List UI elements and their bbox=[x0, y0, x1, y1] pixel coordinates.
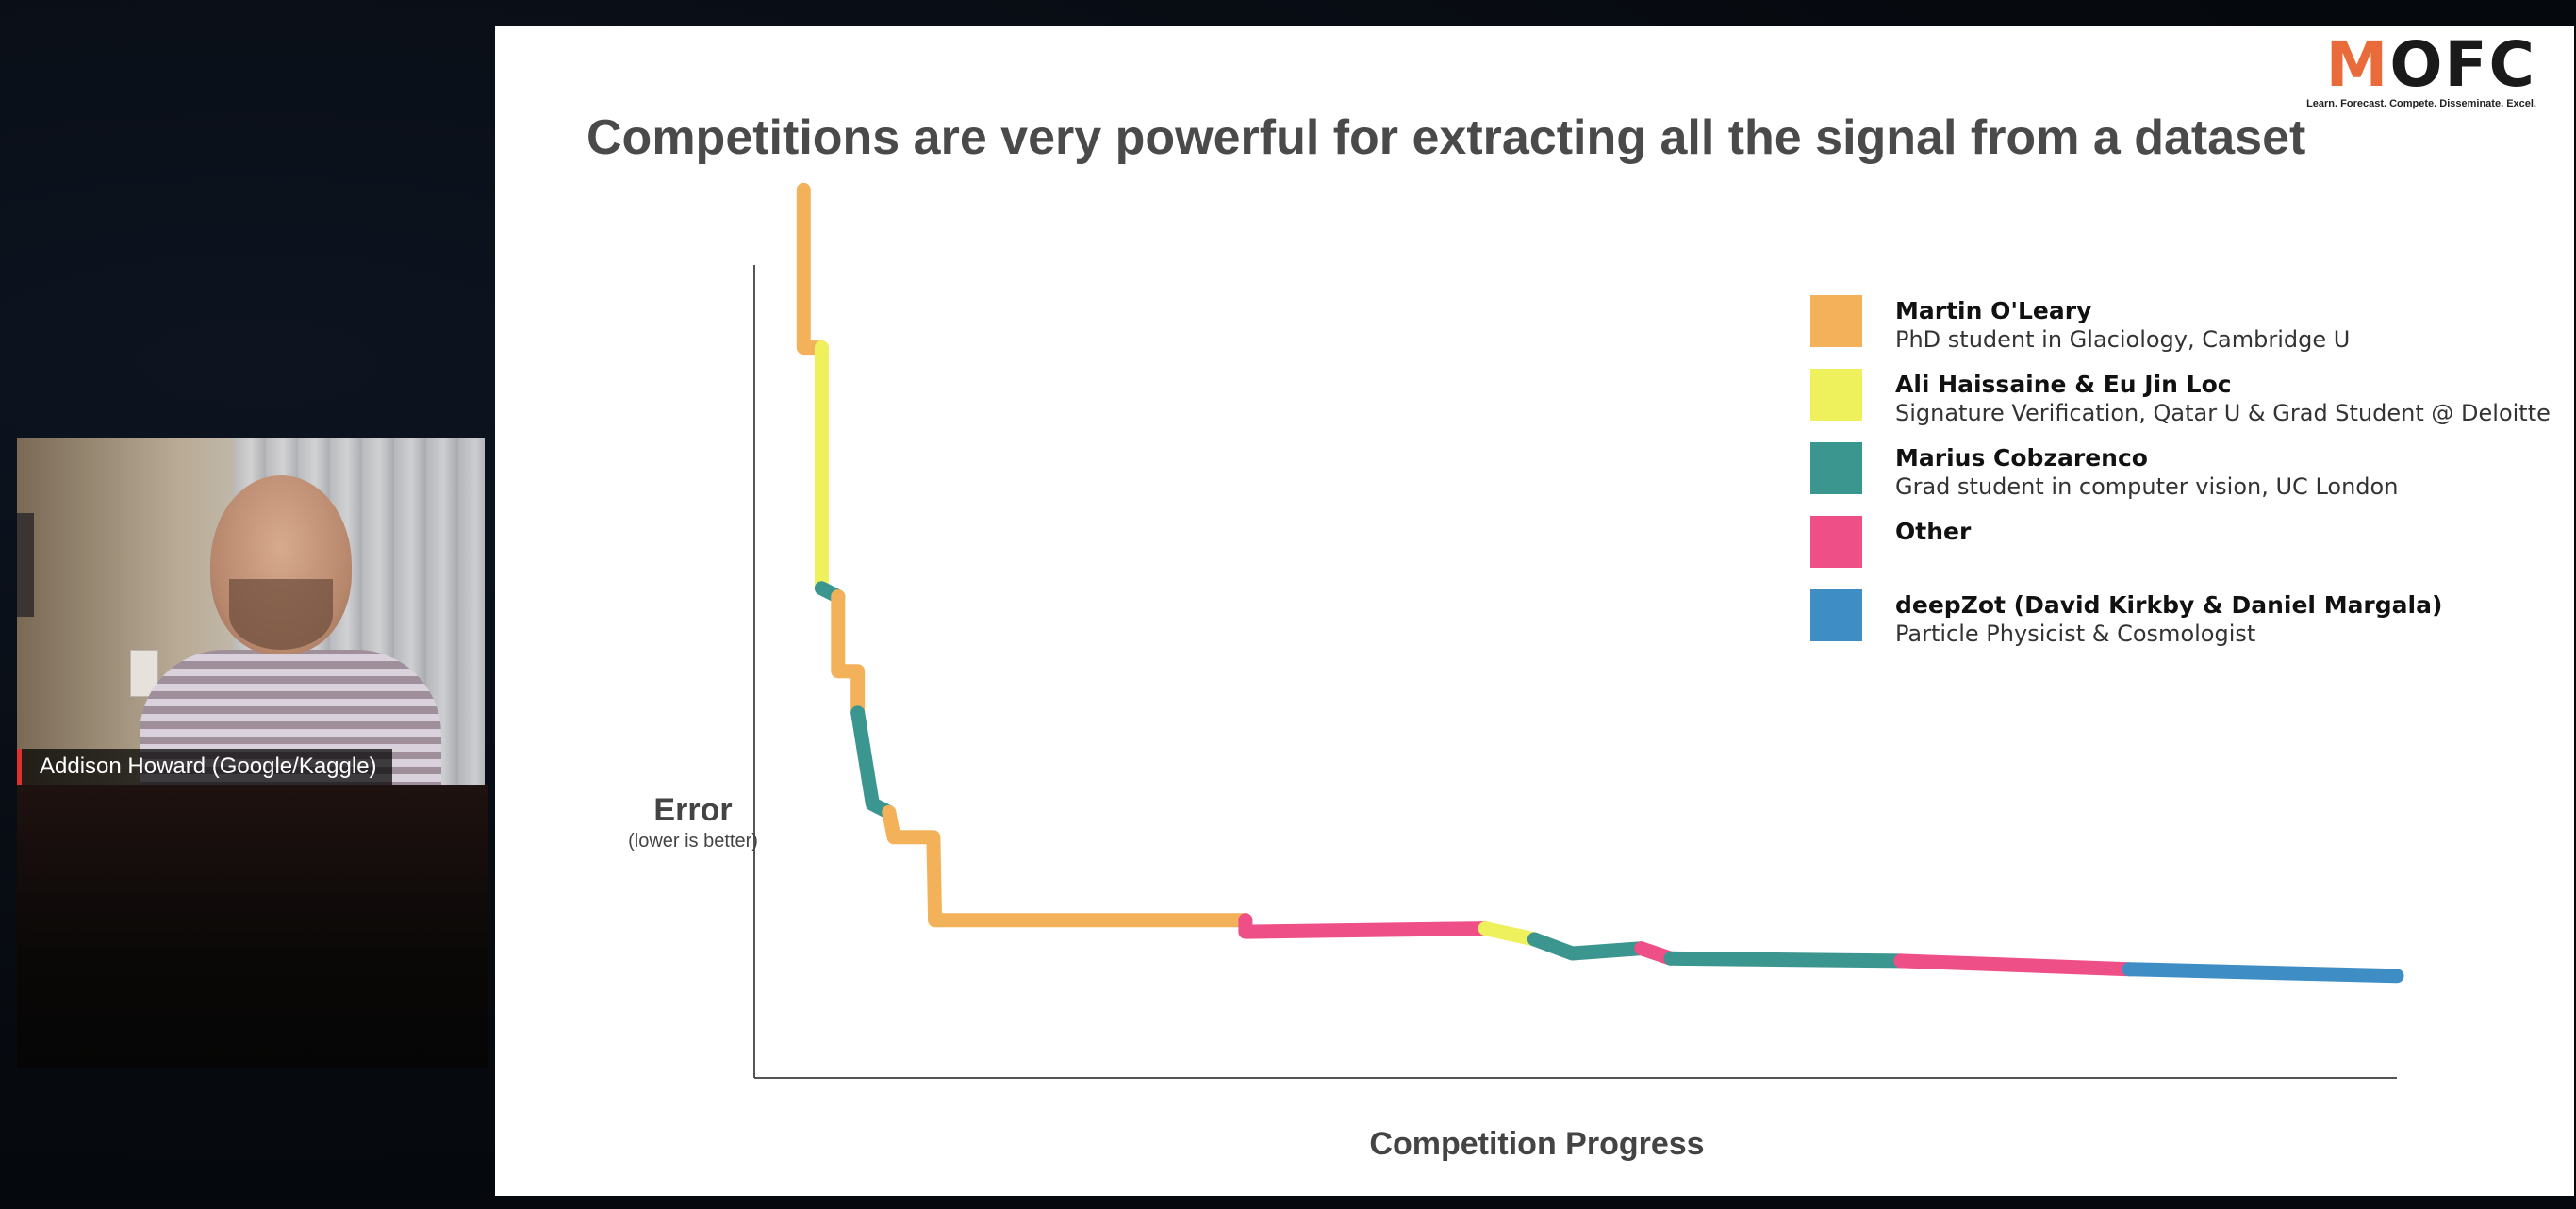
slide-title: Competitions are very powerful for extra… bbox=[586, 110, 2306, 165]
legend-name: Martin O'Leary bbox=[1895, 297, 2092, 324]
leader-segment bbox=[2122, 962, 2404, 984]
legend-name: deepZot (David Kirkby & Daniel Margala) bbox=[1895, 591, 2443, 619]
presentation-slide: MOFC Learn. Forecast. Compete. Dissemina… bbox=[495, 26, 2574, 1196]
brand-tagline: Learn. Forecast. Compete. Disseminate. E… bbox=[2306, 98, 2536, 109]
legend-desc: PhD student in Glaciology, Cambridge U bbox=[1895, 326, 2351, 353]
y-axis-sublabel: (lower is better) bbox=[628, 831, 758, 852]
brand-logo: MOFC Learn. Forecast. Compete. Dissemina… bbox=[2291, 28, 2536, 110]
legend-desc: Particle Physicist & Cosmologist bbox=[1895, 621, 2256, 647]
chart-legend: Martin O'Leary PhD student in Glaciology… bbox=[1810, 295, 2565, 663]
leader-segment bbox=[1893, 953, 2137, 977]
webcam-tile[interactable]: Addison Howard (Google/Kaggle) bbox=[17, 438, 485, 785]
legend-name: Other bbox=[1895, 518, 1972, 545]
legend-swatch bbox=[1810, 442, 1862, 494]
legend-swatch bbox=[1810, 589, 1862, 641]
legend-item: Ali Haissaine & Eu Jin Loc Signature Ver… bbox=[1810, 369, 2565, 442]
legend-name: Ali Haissaine & Eu Jin Loc bbox=[1895, 371, 2232, 398]
legend-item: Martin O'Leary PhD student in Glaciology… bbox=[1810, 295, 2565, 369]
x-axis-label: Competition Progress bbox=[1369, 1126, 1705, 1162]
legend-swatch bbox=[1810, 369, 1862, 421]
wall-picture-frame bbox=[17, 513, 34, 617]
speaker-beard bbox=[229, 579, 333, 650]
legend-desc: Grad student in computer vision, UC Lond… bbox=[1895, 473, 2399, 500]
legend-item: deepZot (David Kirkby & Daniel Margala) … bbox=[1810, 589, 2565, 663]
leader-segment bbox=[1238, 913, 1493, 939]
legend-name: Marius Cobzarenco bbox=[1895, 444, 2148, 472]
leader-segment bbox=[1478, 921, 1542, 947]
brand-wordmark: MOFC bbox=[2325, 28, 2536, 101]
leader-segment bbox=[850, 705, 897, 820]
legend-desc: Signature Verification, Qatar U & Grad S… bbox=[1895, 400, 2551, 426]
legend-item: Other bbox=[1810, 516, 2565, 589]
y-axis-label: Error bbox=[653, 792, 733, 828]
progress-chart bbox=[753, 182, 2404, 1079]
leader-segment bbox=[796, 182, 829, 356]
leader-segment bbox=[1663, 951, 1908, 969]
leader-segment bbox=[882, 804, 1253, 928]
leader-segment bbox=[831, 589, 866, 720]
participant-name-label: Addison Howard (Google/Kaggle) bbox=[17, 749, 392, 785]
webcam-lower-dark-area bbox=[17, 785, 488, 1068]
leader-segment bbox=[1527, 932, 1649, 961]
legend-swatch bbox=[1810, 295, 1862, 347]
legend-swatch bbox=[1810, 516, 1862, 568]
legend-item: Marius Cobzarenco Grad student in comput… bbox=[1810, 442, 2565, 516]
